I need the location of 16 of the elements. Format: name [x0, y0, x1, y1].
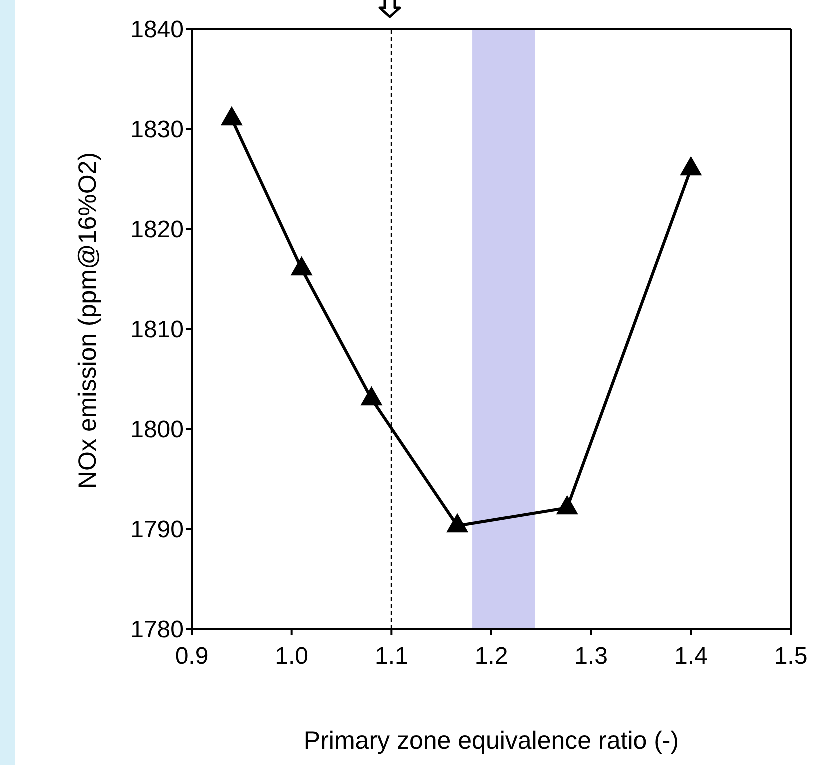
y-tick-label: 1810	[130, 316, 184, 344]
x-tick-label: 1.5	[774, 643, 808, 670]
x-tick-label: 1.2	[474, 643, 508, 670]
y-tick-label: 1790	[130, 516, 184, 544]
x-tick-label: 1.1	[374, 643, 408, 670]
y-tick-label: 1820	[130, 216, 184, 244]
y-axis-title: NOx emission (ppm@16%O2)	[74, 152, 102, 489]
y-tick-label: 1840	[130, 16, 184, 44]
x-tick-label: 1.0	[275, 643, 309, 670]
x-axis-title: Primary zone equivalence ratio (-)	[304, 727, 680, 755]
x-tick-label: 1.4	[674, 643, 708, 670]
y-tick-label: 1800	[130, 416, 184, 444]
y-tick-label: 1830	[130, 116, 184, 144]
y-tick-label: 1780	[130, 616, 184, 644]
x-tick-label: 0.9	[175, 643, 209, 670]
x-tick-label: 1.3	[574, 643, 608, 670]
